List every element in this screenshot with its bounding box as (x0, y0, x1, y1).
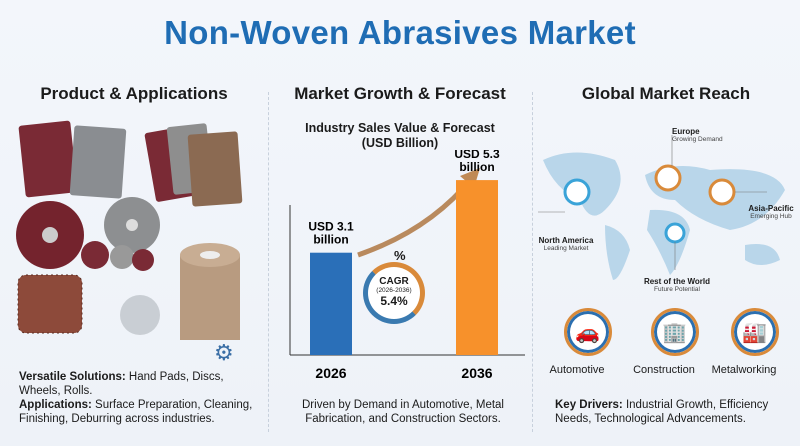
data-label: billion (459, 160, 494, 174)
car-icon: 🚗 (563, 308, 612, 356)
north-america-marker (563, 178, 591, 206)
chart-subtitle: (USD Billion) (361, 136, 439, 150)
cagr-period: (2026-2036) (376, 287, 412, 294)
applications-text: Surface Preparation, Cleaning, Finishing… (19, 399, 253, 425)
reach-heading: Global Market Reach (581, 84, 751, 103)
products-heading: Product & Applications (40, 84, 228, 103)
x-tick-label: 2026 (315, 365, 346, 381)
cagr-value: 5.4% (380, 294, 408, 308)
building-icon: 🏢 (650, 308, 699, 356)
region-rest-of-world: Rest of the World Future Potential (643, 277, 711, 293)
industry-metalworking: 🏭 Metalworking (712, 308, 789, 376)
drivers-text: Industrial Growth, Efficiency Needs, Tec… (555, 399, 769, 425)
discs-image (16, 197, 160, 271)
applications-label: Applications: (19, 399, 92, 411)
industry-label: Construction (633, 364, 695, 376)
cagr-badge: CAGR (2026-2036) 5.4% (363, 262, 425, 324)
region-north-america: North America Leading Market (538, 236, 594, 252)
flap-wheel-image (17, 274, 83, 334)
solutions-label: Versatile Solutions: (19, 371, 126, 383)
asia-pacific-marker (708, 178, 736, 206)
key-drivers: Key Drivers: Industrial Growth, Efficien… (555, 398, 795, 426)
growth-arrow (357, 176, 474, 258)
polished-disc-image (120, 295, 160, 335)
growth-footer: Driven by Demand in Automotive, Metal Fa… (302, 399, 504, 425)
region-asia-pacific: Asia-Pacific Emerging Hub (748, 204, 794, 220)
page-title: Non-Woven Abrasives Market (164, 14, 636, 51)
industry-label: Automotive (549, 364, 605, 376)
roll-image (180, 243, 240, 340)
solutions-text: Hand Pads, Discs, Wheels, Rolls. (19, 371, 224, 397)
products-description: Versatile Solutions: Hand Pads, Discs, W… (19, 370, 259, 426)
world-map (538, 135, 785, 280)
divider (532, 92, 533, 432)
x-tick-label: 2036 (461, 365, 492, 381)
products-illustration (16, 120, 243, 340)
bar-2036 (456, 180, 498, 355)
region-europe: Europe Growing Demand (672, 127, 723, 143)
gears-icon: ⚙ (214, 340, 234, 365)
cagr-label: CAGR (379, 276, 409, 287)
data-label: USD 5.3 (454, 150, 500, 161)
bar-2026 (310, 252, 352, 355)
industry-construction: 🏢 Construction (633, 308, 709, 376)
industry-label: Metalworking (711, 364, 777, 376)
industry-automotive: 🚗 Automotive (549, 308, 622, 376)
divider (268, 92, 269, 432)
data-label: USD 3.1 (308, 220, 354, 234)
hand-pads-image (18, 120, 243, 207)
percent-icon: % (394, 248, 406, 263)
drivers-label: Key Drivers: (555, 399, 623, 411)
chart-title-text: Industry Sales Value & Forecast (305, 121, 495, 135)
rest-of-world-marker (664, 222, 686, 244)
growth-heading: Market Growth & Forecast (294, 84, 506, 103)
europe-marker (654, 164, 682, 192)
factory-icon: 🏭 (730, 308, 779, 356)
data-label: billion (313, 233, 348, 247)
chart-title: Industry Sales Value & Forecast (USD Bil… (268, 121, 532, 151)
